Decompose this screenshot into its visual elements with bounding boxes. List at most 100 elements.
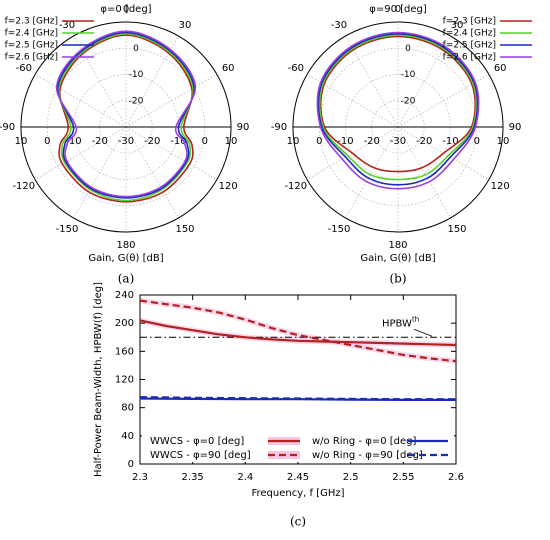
series-line-3: [55, 30, 197, 198]
angle-tick-label: -150: [56, 224, 79, 235]
legend-label: f=2.6 [GHz]: [5, 53, 58, 63]
line-chart-c: 0 40 80 120 160 200 240 2.3 2.35 2.4 2.45 2.5 2.55 2.…: [93, 282, 464, 529]
angle-tick-label: 0: [395, 4, 401, 15]
y-tick-label: 120: [115, 375, 134, 386]
radial-tick-label: -20: [364, 136, 380, 147]
radial-tick-label: -10: [170, 136, 186, 147]
grid-spoke: [125, 74, 218, 128]
angle-tick-label: -120: [12, 181, 35, 192]
series-line-1: [139, 299, 457, 363]
series-line-1: [58, 32, 194, 202]
y-tick-label: 0: [128, 459, 134, 470]
angle-tick-label: 150: [447, 224, 466, 235]
radial-tick-label: -30: [118, 136, 134, 147]
radial-tick-label: 10: [225, 136, 238, 147]
angle-tick-label: -60: [16, 63, 32, 74]
legend-label: f=2.5 [GHz]: [5, 41, 58, 51]
legend-label: f=2.4 [GHz]: [443, 29, 496, 39]
polar-chart-a: 0 30 60 90 120 150 180 -150 -120 -90 -60 -30 10 10 0 0 -…: [0, 4, 249, 286]
angle-tick-label: 60: [494, 63, 507, 74]
radial-tick-label: 0: [133, 44, 139, 54]
legend-label: WWCS - φ=90 [deg]: [150, 450, 251, 461]
angle-tick-label: 180: [388, 240, 407, 251]
panel-label: (b): [389, 272, 406, 286]
radial-tick-label: -20: [92, 136, 108, 147]
legend-label: f=2.6 [GHz]: [443, 53, 496, 63]
radial-axis-label: Gain, G(θ) [dB]: [360, 253, 435, 264]
grid-spoke: [397, 35, 451, 128]
y-axis-label: Half-Power Beam-Width, HPBW(f) [deg]: [93, 282, 104, 477]
radial-tick-label: -20: [401, 96, 416, 106]
radial-tick-label: -20: [129, 96, 144, 106]
angle-tick-label: 0: [123, 4, 129, 15]
angle-tick-label: -150: [328, 224, 351, 235]
x-tick-label: 2.35: [182, 472, 204, 483]
angle-tick-label: 90: [237, 122, 250, 133]
radial-tick-label: 10: [287, 136, 300, 147]
angle-tick-label: 180: [116, 240, 135, 251]
legend-label: w/o Ring - φ=90 [deg]: [312, 450, 423, 461]
radial-tick-label: -20: [416, 136, 432, 147]
angle-tick-label: -120: [284, 181, 307, 192]
angle-tick-label: -90: [271, 122, 287, 133]
grid-spoke: [345, 126, 399, 219]
series-line-3: [139, 396, 456, 401]
angle-tick-label: 150: [175, 224, 194, 235]
y-tick-label: 160: [115, 346, 134, 357]
x-tick-label: 2.45: [287, 472, 309, 483]
angle-tick-label: 30: [179, 20, 192, 31]
series-line-0: [319, 35, 477, 173]
radial-tick-label: 0: [474, 136, 480, 147]
angle-tick-label: -30: [331, 20, 347, 31]
angle-tick-label: -90: [0, 122, 15, 133]
series-line-3: [316, 31, 480, 190]
threshold-arrow: [413, 328, 433, 337]
legend-label: f=2.4 [GHz]: [5, 29, 58, 39]
legend-label: f=2.3 [GHz]: [5, 17, 58, 27]
y-tick-label: 80: [121, 403, 134, 414]
radial-tick-label: -10: [337, 136, 353, 147]
grid-spoke: [345, 35, 399, 128]
x-tick-label: 2.5: [343, 472, 359, 483]
grid-spoke: [34, 74, 127, 128]
radial-tick-label: -30: [390, 136, 406, 147]
chart-title: φ=90 [deg]: [369, 4, 427, 15]
grid-spoke: [125, 126, 218, 180]
legend-label: w/o Ring - φ=0 [deg]: [312, 436, 416, 447]
angle-tick-label: -60: [288, 63, 304, 74]
angle-tick-label: 90: [509, 122, 522, 133]
radial-tick-label: -10: [65, 136, 81, 147]
radial-tick-label: 0: [316, 136, 322, 147]
panel-label: (c): [290, 515, 306, 529]
radial-tick-label: 10: [497, 136, 510, 147]
polar-chart-b: 0 30 60 90 120 150 180 -150 -120 -90 -60 -30 10 10 0 0 -…: [271, 4, 532, 286]
chart-title: φ=0 [deg]: [100, 4, 151, 15]
grid-spoke: [34, 126, 127, 180]
x-tick-label: 2.6: [448, 472, 464, 483]
x-tick-label: 2.4: [237, 472, 253, 483]
radial-tick-label: -20: [144, 136, 160, 147]
angle-tick-label: -30: [59, 20, 75, 31]
grid-spoke: [397, 126, 451, 219]
series-band-0: [140, 317, 456, 348]
x-axis-label: Frequency, f [GHz]: [251, 488, 344, 499]
x-tick-label: 2.3: [132, 472, 148, 483]
y-tick-label: 200: [115, 318, 134, 329]
radial-tick-label: 0: [405, 44, 411, 54]
legend-label: f=2.5 [GHz]: [443, 41, 496, 51]
radial-axis-label: Gain, G(θ) [dB]: [88, 253, 163, 264]
angle-tick-label: 60: [222, 63, 235, 74]
angle-tick-label: 120: [491, 181, 510, 192]
threshold-label: HPBWth: [382, 315, 419, 329]
threshold-label-sup: th: [412, 315, 419, 323]
radial-tick-label: 0: [202, 136, 208, 147]
radial-tick-label: -10: [442, 136, 458, 147]
grid-spoke: [73, 126, 127, 219]
series-line-1: [318, 34, 478, 181]
legend-label: WWCS - φ=0 [deg]: [150, 436, 244, 447]
radial-tick-label: -10: [129, 70, 144, 80]
series-band-1: [140, 297, 456, 364]
angle-tick-label: 120: [219, 181, 238, 192]
series-line-0: [139, 319, 457, 347]
